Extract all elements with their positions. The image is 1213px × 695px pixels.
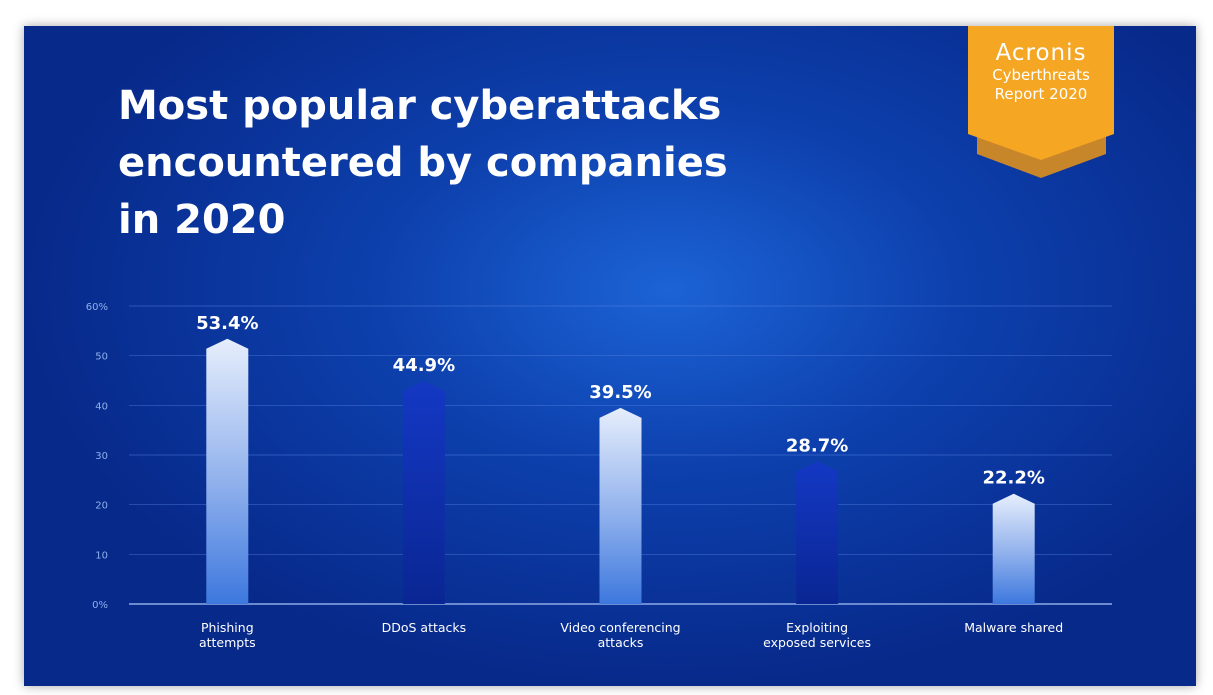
chart-title: Most popular cyberattacks encountered by… bbox=[118, 78, 728, 249]
bar bbox=[402, 380, 445, 604]
y-axis-tick-labels: 0% 10 20 30 40 50 60% bbox=[86, 302, 108, 611]
title-line-1: Most popular cyberattacks bbox=[118, 83, 722, 129]
x-category-label: Malware shared bbox=[964, 620, 1063, 635]
bar-value-label: 28.7% bbox=[786, 435, 848, 456]
y-tick-label: 30 bbox=[95, 451, 108, 462]
badge-ribbon bbox=[968, 26, 1114, 160]
x-category-label: DDoS attacks bbox=[382, 620, 467, 635]
x-category-label: attempts bbox=[199, 635, 256, 650]
bar-value-label: 53.4% bbox=[196, 313, 258, 334]
bar-chart: 0% 10 20 30 40 50 60% 53.4% 44.9% 39.5% 28.7% 22.2… bbox=[86, 26, 1114, 650]
acronis-badge bbox=[968, 26, 1114, 178]
y-tick-label: 60% bbox=[86, 302, 108, 313]
y-tick-label: 20 bbox=[95, 501, 108, 512]
title-line-2: encountered by companies bbox=[118, 140, 728, 186]
bar bbox=[796, 461, 839, 604]
bar bbox=[992, 493, 1035, 604]
y-tick-label: 0% bbox=[92, 600, 108, 611]
title-line-3: in 2020 bbox=[118, 197, 286, 243]
x-category-label: exposed services bbox=[763, 635, 871, 650]
x-category-label: attacks bbox=[598, 635, 644, 650]
x-category-label: Phishing bbox=[201, 620, 254, 635]
bar-value-label: 22.2% bbox=[982, 468, 1044, 489]
chart-bars bbox=[206, 338, 1035, 604]
y-tick-label: 10 bbox=[95, 550, 108, 561]
y-tick-label: 50 bbox=[95, 352, 108, 363]
bar bbox=[599, 407, 642, 604]
infographic-panel: Most popular cyberattacks encountered by… bbox=[24, 26, 1196, 686]
bar bbox=[206, 338, 249, 604]
x-category-label: Video conferencing bbox=[560, 620, 680, 635]
bar-value-label: 39.5% bbox=[589, 382, 651, 403]
bar-value-label: 44.9% bbox=[393, 355, 455, 376]
bar-value-labels: 53.4% 44.9% 39.5% 28.7% 22.2% bbox=[196, 313, 1045, 489]
y-tick-label: 40 bbox=[95, 401, 108, 412]
x-category-label: Exploiting bbox=[786, 620, 848, 635]
